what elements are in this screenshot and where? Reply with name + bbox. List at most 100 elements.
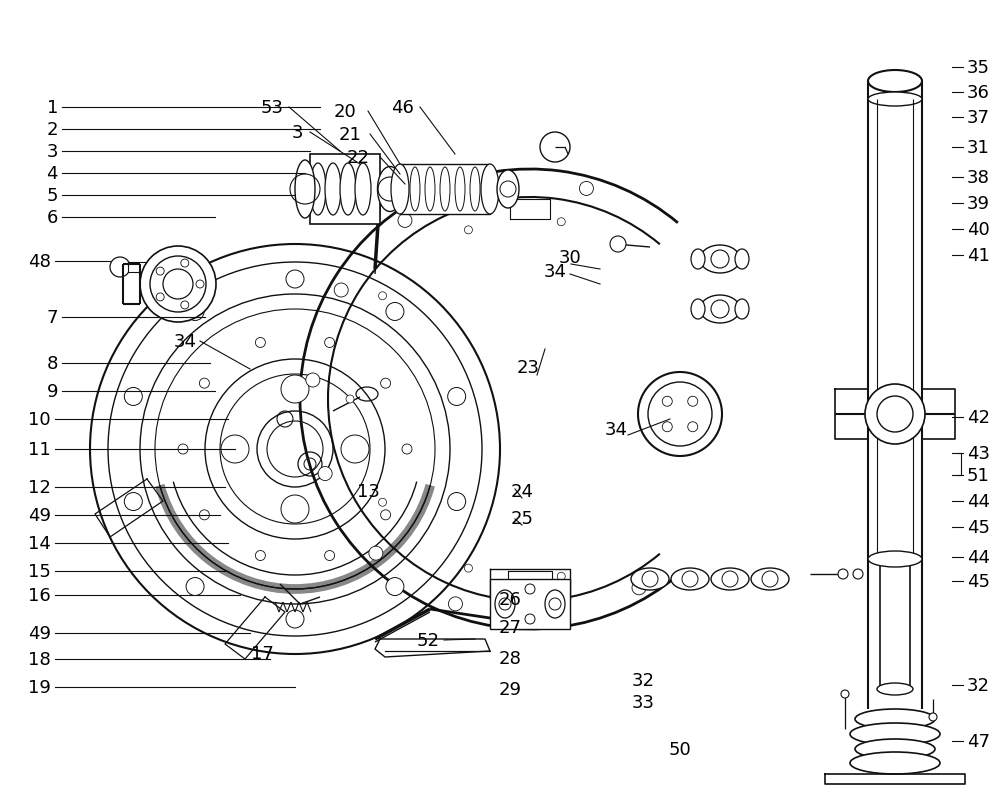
Circle shape <box>398 214 412 228</box>
Bar <box>490 579 570 629</box>
Text: 4: 4 <box>47 165 58 182</box>
Circle shape <box>255 338 265 348</box>
Text: 27: 27 <box>498 618 522 636</box>
Circle shape <box>448 493 466 511</box>
Text: 53: 53 <box>261 99 284 117</box>
Circle shape <box>150 257 206 312</box>
Text: 21: 21 <box>339 126 361 144</box>
Circle shape <box>610 237 626 253</box>
Circle shape <box>381 379 391 388</box>
Ellipse shape <box>495 590 515 618</box>
Ellipse shape <box>700 296 740 324</box>
Circle shape <box>402 444 412 454</box>
Text: 41: 41 <box>967 247 990 264</box>
Circle shape <box>163 270 193 299</box>
Ellipse shape <box>751 569 789 590</box>
Circle shape <box>929 713 937 721</box>
Circle shape <box>325 338 335 348</box>
Circle shape <box>379 293 387 300</box>
Ellipse shape <box>455 168 465 212</box>
Text: 32: 32 <box>967 676 990 694</box>
Text: 13: 13 <box>357 483 379 500</box>
Circle shape <box>157 263 167 272</box>
Text: 52: 52 <box>416 631 440 649</box>
Circle shape <box>557 573 565 581</box>
Circle shape <box>221 436 249 463</box>
Circle shape <box>381 510 391 520</box>
Text: 11: 11 <box>28 440 51 458</box>
Text: 2: 2 <box>47 121 58 139</box>
Text: 29: 29 <box>498 680 522 698</box>
Circle shape <box>181 302 189 310</box>
Bar <box>128 263 158 272</box>
Text: 49: 49 <box>28 624 51 642</box>
Circle shape <box>841 690 849 698</box>
Ellipse shape <box>355 164 371 216</box>
Text: 18: 18 <box>28 650 51 668</box>
Circle shape <box>334 284 348 298</box>
Circle shape <box>318 467 332 481</box>
Bar <box>310 155 380 225</box>
Circle shape <box>688 397 698 407</box>
Circle shape <box>346 396 354 404</box>
Circle shape <box>464 564 472 573</box>
Circle shape <box>542 609 556 624</box>
Circle shape <box>325 551 335 561</box>
Circle shape <box>632 581 646 595</box>
Ellipse shape <box>711 569 749 590</box>
Text: 45: 45 <box>967 518 990 536</box>
Circle shape <box>341 436 369 463</box>
Text: 40: 40 <box>967 221 990 238</box>
Text: 6: 6 <box>47 208 58 227</box>
Circle shape <box>178 444 188 454</box>
Circle shape <box>557 218 565 226</box>
Text: 9: 9 <box>47 383 58 401</box>
Text: 50: 50 <box>669 740 691 758</box>
Ellipse shape <box>850 752 940 774</box>
Circle shape <box>140 247 216 323</box>
Bar <box>400 165 490 215</box>
Ellipse shape <box>850 723 940 745</box>
Text: 31: 31 <box>967 139 990 157</box>
Text: 32: 32 <box>632 672 654 689</box>
Ellipse shape <box>295 161 315 219</box>
Circle shape <box>156 268 164 276</box>
Circle shape <box>186 303 204 321</box>
Circle shape <box>865 384 925 444</box>
Circle shape <box>255 551 265 561</box>
Circle shape <box>124 388 142 406</box>
Ellipse shape <box>631 569 669 590</box>
Text: 20: 20 <box>334 103 356 121</box>
Text: 1: 1 <box>47 99 58 117</box>
Circle shape <box>579 182 593 196</box>
Text: 44: 44 <box>967 492 990 510</box>
Text: 39: 39 <box>967 195 990 212</box>
Circle shape <box>448 597 462 611</box>
Text: 10: 10 <box>28 410 51 428</box>
Text: 37: 37 <box>967 109 990 127</box>
Text: 36: 36 <box>967 84 990 102</box>
Text: 30: 30 <box>559 249 581 267</box>
Text: 26: 26 <box>499 590 521 608</box>
Text: 35: 35 <box>967 59 990 77</box>
Text: 17: 17 <box>251 644 273 663</box>
Text: 24: 24 <box>511 483 534 500</box>
Text: 33: 33 <box>632 693 654 711</box>
Circle shape <box>662 397 672 407</box>
Ellipse shape <box>470 168 480 212</box>
Text: 51: 51 <box>967 466 990 484</box>
Text: 28: 28 <box>499 649 521 667</box>
Text: 12: 12 <box>28 478 51 496</box>
Ellipse shape <box>440 168 450 212</box>
Ellipse shape <box>855 709 935 729</box>
Ellipse shape <box>497 171 519 208</box>
Text: 34: 34 <box>174 333 197 350</box>
Text: 45: 45 <box>967 573 990 590</box>
Text: 48: 48 <box>28 253 51 271</box>
Ellipse shape <box>340 164 356 216</box>
Circle shape <box>662 423 672 432</box>
Ellipse shape <box>868 93 922 107</box>
Circle shape <box>181 260 189 268</box>
Text: 3: 3 <box>291 124 303 142</box>
Text: 5: 5 <box>47 187 58 204</box>
